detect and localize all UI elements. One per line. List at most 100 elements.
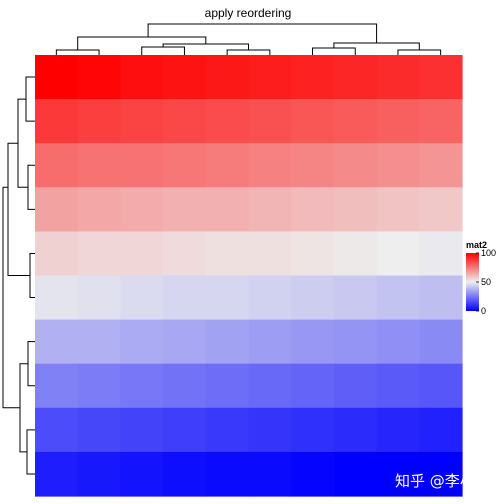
heatmap-cell [333, 99, 378, 144]
heatmap-cell [291, 275, 335, 321]
heatmap-cell [376, 407, 420, 453]
heatmap-cell [163, 55, 207, 100]
heatmap-cell [291, 407, 335, 453]
heatmap-cell [205, 407, 250, 453]
heatmap-cell [333, 451, 378, 497]
heatmap-cell [163, 319, 207, 365]
heatmap-cell [205, 319, 250, 365]
row-dendrogram [2, 76, 35, 475]
heatmap-cell [376, 319, 420, 365]
heatmap-cell [163, 143, 207, 188]
heatmap-cell [291, 187, 335, 232]
heatmap-cell [77, 363, 121, 409]
column-dendrogram-branch [77, 36, 207, 50]
heatmap-cell [35, 363, 79, 409]
column-dendrogram [55, 23, 442, 55]
legend-tick-label: 50 [481, 277, 491, 287]
chart-title: apply reordering [205, 6, 292, 20]
heatmap-cell [291, 55, 335, 100]
heatmap-cell [333, 363, 378, 409]
column-dendrogram-branch [147, 23, 378, 43]
row-dendrogram-branch [7, 142, 30, 276]
row-dendrogram-branch [27, 164, 35, 210]
column-dendrogram-branch [55, 49, 100, 55]
heatmap-cell [35, 187, 79, 232]
heatmap-cell [205, 275, 250, 321]
heatmap-cell [419, 143, 463, 188]
column-dendrogram-branch [312, 47, 356, 55]
heatmap-cell [419, 407, 463, 453]
heatmap-cell [333, 275, 378, 321]
heatmap-cell [376, 275, 420, 321]
heatmap-cell [120, 407, 164, 453]
legend-tick-label: 100 [481, 248, 496, 258]
heatmap-cell [248, 319, 292, 365]
heatmap-cell [120, 99, 164, 144]
heatmap-cell [376, 363, 420, 409]
heatmap-cell [205, 143, 250, 188]
heatmap-cell [291, 319, 335, 365]
heatmap-cell [376, 187, 420, 232]
heatmap-cell [77, 407, 121, 453]
heatmap-cell [77, 275, 121, 321]
heatmap-cell [376, 143, 420, 188]
heatmap-cell [163, 187, 207, 232]
heatmap-cell [163, 99, 207, 144]
heatmap-cell [35, 319, 79, 365]
heatmap-cell [163, 231, 207, 277]
heatmap-cell [291, 99, 335, 144]
watermark: 知乎 @李小月 [395, 472, 490, 490]
heatmap-cell [419, 319, 463, 365]
heatmap-cell [120, 363, 164, 409]
heatmap-cell [77, 99, 121, 144]
heatmap-cell [291, 231, 335, 277]
heatmap-cell [163, 363, 207, 409]
heatmap-cell [120, 275, 164, 321]
heatmap-cell [77, 319, 121, 365]
heatmap-cell [419, 231, 463, 277]
heatmap-cell [333, 55, 378, 100]
heatmap-cell [205, 99, 250, 144]
row-dendrogram-branch [29, 252, 35, 299]
heatmap-cell [333, 143, 378, 188]
heatmap-cell [205, 363, 250, 409]
heatmap-cell [248, 99, 292, 144]
heatmap-cell [248, 363, 292, 409]
heatmap-cell [419, 363, 463, 409]
heatmap-cell [419, 451, 463, 497]
heatmap-cell [376, 99, 420, 144]
heatmap-cell [120, 187, 164, 232]
heatmap-cells [35, 55, 463, 497]
heatmap-cell [120, 319, 164, 365]
legend-title: mat2 [466, 240, 487, 250]
heatmap-cell [120, 451, 164, 497]
heatmap-cell [120, 143, 164, 188]
heatmap-cell [35, 451, 79, 497]
heatmap-cell [333, 231, 378, 277]
heatmap-cell [248, 55, 292, 100]
heatmap-cell [376, 55, 420, 100]
heatmap-cell [77, 143, 121, 188]
heatmap-cell [333, 187, 378, 232]
heatmap-cell [376, 451, 420, 497]
heatmap-cell [333, 319, 378, 365]
heatmap-cell [291, 143, 335, 188]
heatmap-cell [35, 275, 79, 321]
heatmap-cell [163, 407, 207, 453]
row-dendrogram-branch [27, 341, 35, 387]
heatmap-cell [205, 55, 250, 100]
heatmap-cell [205, 451, 250, 497]
heatmap-cell [77, 55, 121, 100]
heatmap-cell [163, 451, 207, 497]
heatmap-cell [376, 231, 420, 277]
heatmap-cell [419, 55, 463, 100]
heatmap-cell [248, 407, 292, 453]
heatmap-cell [120, 55, 164, 100]
heatmap-cell [120, 231, 164, 277]
row-dendrogram-branch [2, 186, 20, 409]
row-dendrogram-branch [26, 429, 35, 475]
heatmap-cell [248, 451, 292, 497]
heatmap-cell [291, 451, 335, 497]
row-dendrogram-branch [25, 76, 35, 122]
